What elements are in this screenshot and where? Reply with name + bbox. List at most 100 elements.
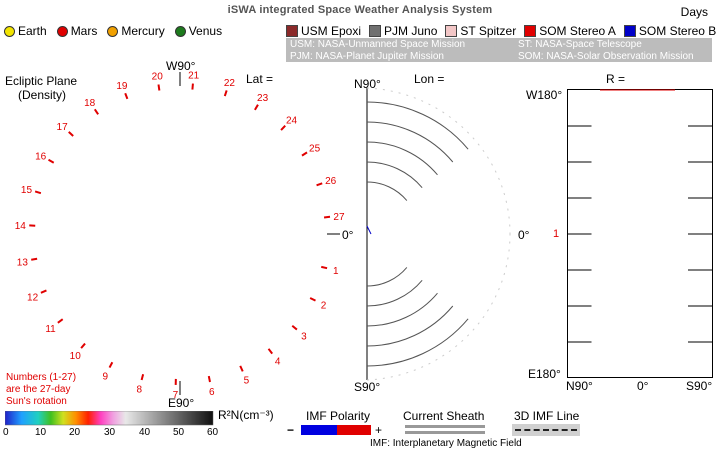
r-ticks (567, 125, 712, 343)
rotation-tick-25 (301, 151, 308, 157)
rotation-number-22: 22 (224, 78, 236, 89)
r-mid-label: 0° (518, 228, 530, 242)
density-tick-20: 20 (69, 427, 81, 438)
rotation-tick-22 (223, 90, 228, 97)
lon-plot[interactable] (360, 80, 520, 390)
mercury-dot-icon (107, 25, 119, 37)
imf-negative-swatch (301, 425, 337, 435)
rotation-number-2: 2 (321, 301, 327, 312)
rotation-number-23: 23 (257, 93, 269, 104)
rotation-number-15: 15 (21, 185, 33, 196)
lon-top-label: N90° (354, 77, 381, 91)
venus-dot-icon (174, 25, 186, 37)
ecliptic-subtitle: (Density) (18, 88, 67, 102)
rotation-number-16: 16 (35, 151, 47, 162)
lon-outer-arc-lower (366, 233, 511, 381)
rotation-number-24: 24 (286, 115, 298, 126)
r-plot[interactable] (560, 86, 720, 382)
rotation-number-6: 6 (209, 387, 215, 398)
earth-dot-icon (4, 25, 15, 37)
rotation-number-1: 1 (333, 266, 339, 277)
r-marker-1: 1 (553, 228, 560, 240)
rotation-number-14: 14 (15, 221, 27, 232)
rotation-tick-2 (309, 297, 316, 302)
planet-venus: Venus (174, 24, 222, 38)
lon-arc-lower-5 (366, 267, 408, 287)
mission-abbreviation-bar: USM: NASA-Unmanned Space Mission ST: NAS… (286, 38, 712, 62)
lon-arc-lower-2 (366, 305, 454, 347)
rotation-number-13: 13 (17, 257, 29, 268)
imf-3d-line-label: 3D IMF Line (514, 409, 580, 423)
mission-pjm-juno[interactable]: PJM Juno (369, 24, 437, 38)
density-tick-50: 50 (173, 427, 185, 438)
mission-som-stereo-a[interactable]: SOM Stereo A (524, 24, 616, 38)
r-readout: R = (606, 72, 626, 86)
rotation-tick-12 (40, 289, 47, 294)
rotation-tick-6 (207, 375, 211, 383)
r-x-left: N90° (566, 379, 593, 393)
ecliptic-w90: W90° (166, 59, 196, 73)
mission-legend: USM Epoxi PJM Juno ST Spitzer SOM Stereo… (286, 24, 716, 38)
rotation-tick-21 (191, 83, 194, 90)
stereo-b-swatch-icon (623, 25, 636, 37)
density-tick-10: 10 (35, 427, 47, 438)
density-tick-30: 30 (104, 427, 116, 438)
days-label: Days (680, 5, 708, 19)
rotation-tick-27 (323, 215, 331, 219)
rotation-tick-11 (57, 318, 64, 324)
imf-footer-note: IMF: Interplanetary Magnetic Field (370, 438, 522, 449)
lat-readout: Lat = (246, 72, 274, 86)
lon-arc-upper-4 (366, 161, 423, 189)
lon-bottom-label: S90° (354, 380, 381, 394)
app-title: iSWA integrated Space Weather Analysis S… (227, 4, 493, 16)
r-x-mid: 0° (637, 379, 649, 393)
pjm-definition: PJM: NASA-Planet Jupiter Mission (290, 51, 444, 62)
density-tick-60: 60 (207, 427, 219, 438)
imf-minus: − (287, 423, 295, 437)
st-definition: ST: NASA-Space Telescope (518, 39, 642, 50)
lon-stereo-b-mark (366, 225, 372, 235)
rotation-number-25: 25 (309, 143, 321, 154)
rotation-tick-15 (34, 190, 42, 195)
lon-outer-arc (366, 87, 511, 235)
density-tick-40: 40 (139, 427, 151, 438)
current-sheath-line-2 (405, 431, 485, 434)
mission-usm-epoxi[interactable]: USM Epoxi (286, 24, 361, 38)
mission-som-stereo-b[interactable]: SOM Stereo B (623, 24, 716, 38)
rotation-number-4: 4 (275, 357, 281, 368)
rotation-tick-23 (254, 104, 259, 111)
rotation-tick-24 (280, 125, 286, 131)
rotation-number-12: 12 (27, 292, 39, 303)
rotation-number-3: 3 (301, 331, 307, 342)
rotation-number-21: 21 (188, 71, 200, 82)
epoxi-swatch-icon (286, 25, 298, 37)
rotation-number-5: 5 (244, 376, 250, 387)
r-top-label: W180° (526, 88, 563, 102)
ecliptic-e90: E90° (168, 396, 195, 410)
ecliptic-zero: 0° (342, 228, 354, 242)
lon-arcs (366, 101, 469, 367)
rotation-number-11: 11 (45, 324, 56, 335)
som-definition: SOM: NASA-Solar Observation Mission (518, 51, 694, 62)
mission-st-spitzer[interactable]: ST Spitzer (445, 24, 516, 38)
rotation-tick-19 (124, 92, 129, 100)
rotation-tick-17 (68, 131, 74, 137)
spitzer-swatch-icon (445, 25, 458, 37)
rotation-number-18: 18 (84, 98, 96, 109)
imf-3d-line-swatch (512, 424, 580, 436)
planet-mercury: Mercury (107, 24, 165, 38)
mars-dot-icon (56, 25, 68, 37)
r-bottom-label: E180° (528, 367, 561, 381)
rotation-tick-1 (321, 265, 328, 270)
lon-arc-upper-3 (366, 141, 438, 176)
rotation-tick-9 (108, 361, 114, 369)
rotation-number-19: 19 (116, 81, 128, 92)
density-tick-0: 0 (3, 427, 9, 438)
lon-arc-lower-3 (366, 292, 438, 327)
juno-swatch-icon (369, 25, 382, 37)
current-sheath-label: Current Sheath (403, 409, 485, 423)
rotation-number-27: 27 (333, 212, 345, 223)
rotation-number-17: 17 (57, 122, 69, 133)
